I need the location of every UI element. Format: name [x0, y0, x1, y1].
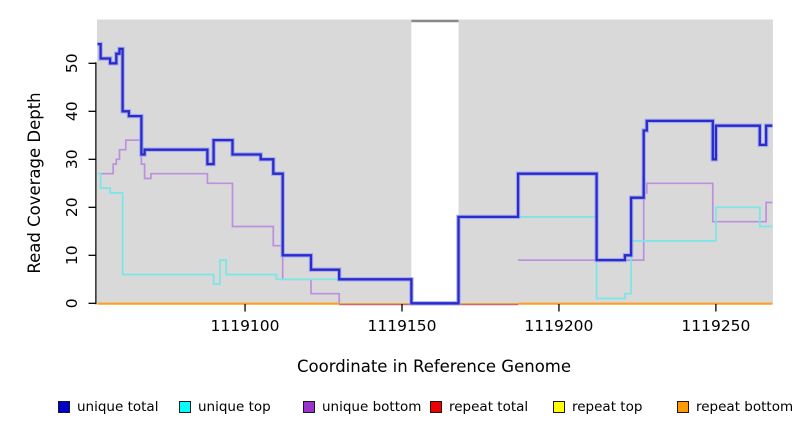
legend-label: unique bottom	[322, 399, 422, 415]
legend-label: repeat top	[572, 399, 643, 415]
masked-gap-region	[411, 21, 459, 304]
unique-total-line	[97, 42, 773, 305]
x-tick-label: 1119250	[681, 317, 750, 335]
legend-swatch-unique-bottom	[303, 401, 315, 413]
unique-bottom-line	[97, 139, 773, 304]
legend-swatch-repeat-top	[553, 401, 565, 413]
y-tick-label: 50	[63, 53, 81, 73]
y-tick-label: 0	[63, 298, 81, 308]
legend-swatch-unique-total	[58, 401, 70, 413]
x-tick-label: 1119200	[524, 317, 593, 335]
y-tick-label: 30	[63, 149, 81, 169]
legend-label: unique top	[198, 399, 271, 415]
x-axis-title: Coordinate in Reference Genome	[297, 357, 571, 376]
y-tick-label: 40	[63, 101, 81, 121]
legend-swatch-unique-top	[179, 401, 191, 413]
x-tick-label: 1119100	[210, 317, 279, 335]
legend-label: repeat total	[449, 399, 529, 415]
y-tick-label: 20	[63, 197, 81, 217]
legend-swatch-repeat-total	[430, 401, 442, 413]
y-tick-label: 10	[63, 245, 81, 265]
legend: unique total unique top unique bottom repea…	[0, 398, 792, 422]
legend-label: repeat bottom	[696, 399, 792, 415]
y-axis-title: Read Coverage Depth	[25, 92, 44, 273]
x-tick-label: 1119150	[367, 317, 436, 335]
legend-label: unique total	[77, 399, 159, 415]
legend-swatch-repeat-bottom	[677, 401, 689, 413]
